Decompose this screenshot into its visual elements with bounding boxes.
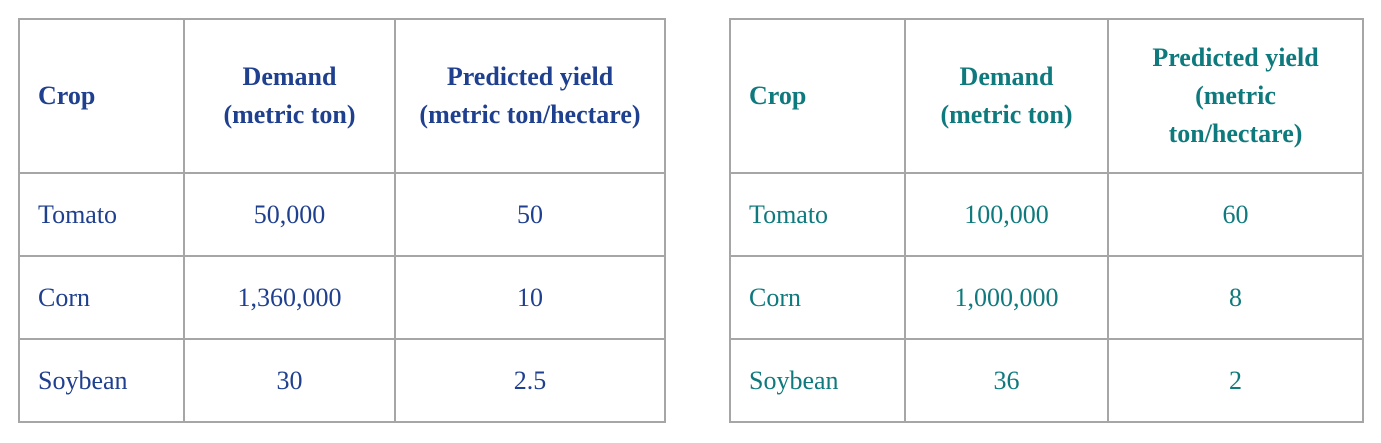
table-header-row: Crop Demand (metric ton) Predicted yield…: [729, 18, 1364, 174]
cell-demand: 36: [904, 338, 1109, 423]
header-crop: Crop: [729, 18, 906, 174]
cell-yield: 10: [394, 255, 666, 340]
table-row: Tomato 50,000 50: [18, 172, 666, 257]
crop-table-right: Crop Demand (metric ton) Predicted yield…: [729, 18, 1364, 423]
table-row: Corn 1,360,000 10: [18, 255, 666, 340]
table-row: Tomato 100,000 60: [729, 172, 1364, 257]
table-row: Soybean 30 2.5: [18, 338, 666, 423]
cell-crop: Tomato: [18, 172, 185, 257]
cell-crop: Corn: [18, 255, 185, 340]
cell-demand: 30: [183, 338, 396, 423]
cell-crop: Corn: [729, 255, 906, 340]
cell-demand: 1,360,000: [183, 255, 396, 340]
crop-table-left: Crop Demand (metric ton) Predicted yield…: [18, 18, 666, 423]
cell-crop: Soybean: [729, 338, 906, 423]
cell-yield: 60: [1107, 172, 1364, 257]
header-predicted-yield: Predicted yield (metric ton/hectare): [1107, 18, 1364, 174]
cell-crop: Soybean: [18, 338, 185, 423]
cell-yield: 2.5: [394, 338, 666, 423]
table-row: Corn 1,000,000 8: [729, 255, 1364, 340]
header-demand: Demand (metric ton): [904, 18, 1109, 174]
cell-crop: Tomato: [729, 172, 906, 257]
header-crop: Crop: [18, 18, 185, 174]
cell-yield: 8: [1107, 255, 1364, 340]
header-predicted-yield: Predicted yield (metric ton/hectare): [394, 18, 666, 174]
cell-demand: 1,000,000: [904, 255, 1109, 340]
cell-yield: 2: [1107, 338, 1364, 423]
cell-yield: 50: [394, 172, 666, 257]
table-header-row: Crop Demand (metric ton) Predicted yield…: [18, 18, 666, 174]
cell-demand: 100,000: [904, 172, 1109, 257]
table-row: Soybean 36 2: [729, 338, 1364, 423]
header-demand: Demand (metric ton): [183, 18, 396, 174]
cell-demand: 50,000: [183, 172, 396, 257]
